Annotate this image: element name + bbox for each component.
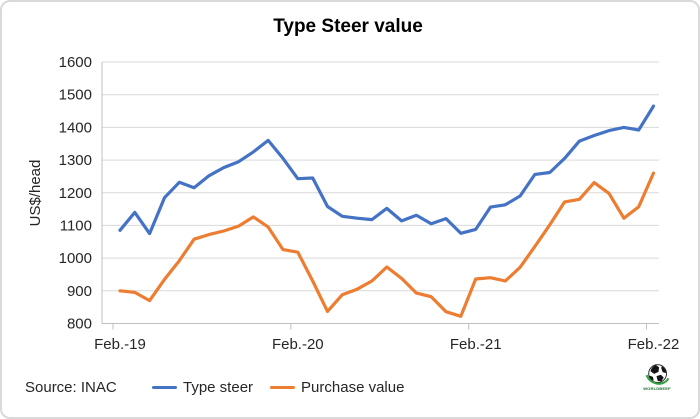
logo-wordmark: WORLDBEEF [643,387,671,391]
svg-text:Feb.-21: Feb.-21 [450,336,502,353]
globe-icon [645,364,669,385]
svg-text:Feb.-20: Feb.-20 [272,336,324,353]
legend: Type steer Purchase value [152,379,404,396]
svg-text:Feb.-22: Feb.-22 [628,336,680,353]
svg-text:1600: 1600 [59,54,92,71]
type-steer-line-swatch [152,385,177,390]
chart-title: Type Steer value [273,16,423,37]
legend-label-purchase-value: Purchase value [301,379,405,396]
svg-text:800: 800 [67,316,92,333]
svg-text:US$/head: US$/head [27,160,44,227]
svg-text:1000: 1000 [59,250,92,267]
svg-text:1200: 1200 [59,185,92,202]
purchase-value-line-swatch [270,385,296,390]
svg-text:1400: 1400 [59,119,92,136]
source-label: Source: INAC [25,379,117,396]
svg-text:1100: 1100 [60,217,92,234]
legend-item-type-steer: Type steer [152,379,253,396]
worldbeef-logo: WORLDBEEF [643,363,671,391]
svg-text:Feb.-19: Feb.-19 [94,336,146,353]
legend-label-type-steer: Type steer [183,379,254,396]
svg-text:900: 900 [67,283,92,300]
legend-item-purchase-value: Purchase value [270,379,404,396]
svg-text:1300: 1300 [59,152,92,169]
svg-text:1500: 1500 [59,87,92,104]
